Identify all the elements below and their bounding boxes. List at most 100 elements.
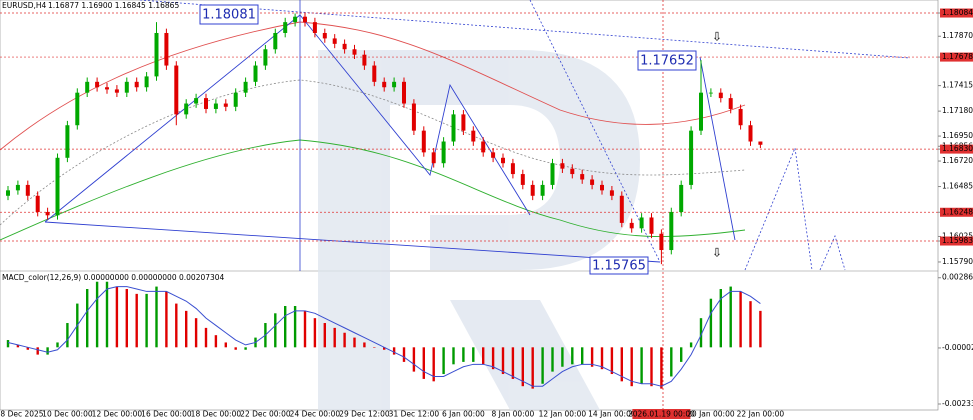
histogram-bar	[363, 342, 366, 348]
histogram-bar	[145, 293, 148, 348]
level-label-bg	[940, 236, 973, 246]
candle-body	[580, 174, 585, 180]
histogram-bar	[432, 347, 435, 382]
histogram-bar	[680, 347, 683, 362]
candle-body	[501, 157, 505, 164]
y-tick-label: 1.16830	[942, 144, 973, 153]
candle-body	[273, 32, 278, 50]
candle-body	[85, 81, 90, 93]
histogram-bar	[729, 286, 732, 348]
level-label-bg	[940, 52, 973, 62]
candle-body	[303, 16, 307, 23]
candle-body	[253, 65, 258, 82]
histogram-bar	[620, 347, 623, 382]
histogram-bar	[26, 347, 29, 350]
candle-body	[491, 152, 496, 158]
candle-body	[174, 65, 179, 115]
candle-body	[728, 98, 733, 109]
y-tick-label: -0.000026	[942, 343, 973, 352]
candle-body	[283, 22, 288, 33]
annotation-label: 1.18081	[202, 8, 256, 23]
histogram-bar	[86, 289, 89, 348]
level-label-bg	[940, 144, 973, 154]
candle-body	[619, 195, 624, 223]
candle-body	[689, 130, 694, 185]
histogram-bar	[95, 281, 99, 348]
histogram-bar	[274, 313, 277, 348]
x-tick-label: 22 Jan 00:00	[737, 410, 785, 419]
candle-body	[758, 141, 763, 145]
x-tick-label: 8 Jan 00:00	[492, 410, 535, 419]
histogram-bar	[284, 306, 287, 348]
candle-body	[114, 89, 119, 93]
histogram-bar	[373, 347, 376, 348]
candle-body	[560, 163, 565, 169]
histogram-bar	[491, 347, 495, 370]
histogram-bar	[204, 327, 208, 348]
candle-body	[105, 87, 109, 90]
x-tick-label: 14 Jan 00:00	[588, 410, 636, 419]
moving-average-gray	[0, 79, 746, 226]
trend-lines	[44, 14, 736, 263]
x-tick-label: 22 Dec 00:00	[240, 410, 291, 419]
candle-body	[540, 184, 545, 196]
level-label-bg	[940, 8, 973, 18]
x-tick-label: 2026.01.19 00:00	[628, 410, 695, 419]
candle-body	[204, 98, 208, 109]
chart-title: EURUSD,H4	[2, 1, 46, 10]
y-tick-label: 1.17180	[942, 106, 973, 115]
histogram-bar	[511, 347, 515, 379]
histogram-bar	[234, 347, 237, 350]
x-label-highlight	[632, 409, 691, 419]
candle-body	[332, 38, 337, 44]
candle-body	[402, 81, 406, 104]
candle-body	[55, 157, 60, 216]
histogram-bar	[670, 347, 673, 377]
histogram-bar	[165, 291, 168, 348]
histogram-bar	[105, 281, 109, 348]
candle-body	[609, 190, 614, 196]
histogram-bar	[689, 342, 693, 348]
x-tick-label: 20 Jan 00:00	[687, 410, 735, 419]
candle-body	[530, 184, 535, 196]
candle-body	[194, 98, 199, 104]
histogram-bar	[541, 347, 544, 384]
y-tick-label: 0.0028638	[942, 273, 973, 282]
candle-body	[65, 125, 70, 158]
histogram-bar	[581, 347, 584, 365]
candle-body	[590, 179, 595, 185]
candle-body	[312, 22, 317, 33]
candle-body	[411, 103, 416, 131]
x-tick-label: 16 Dec 00:00	[141, 410, 192, 419]
histogram-bar	[462, 347, 465, 362]
histogram-bar	[571, 347, 574, 365]
candle-body	[669, 212, 674, 251]
x-tick-label: 31 Dec 12:00	[389, 410, 440, 419]
candle-body	[233, 92, 238, 107]
histogram-bar	[402, 347, 406, 362]
candle-body	[6, 190, 10, 196]
candle-body	[699, 92, 703, 131]
candle-body	[223, 103, 228, 107]
histogram-bar	[610, 347, 614, 375]
candle-body	[15, 184, 20, 191]
candle-body	[550, 163, 555, 185]
candle-body	[154, 32, 159, 77]
candle-body	[293, 16, 298, 23]
candle-body	[441, 141, 446, 164]
x-tick-label: 24 Dec 00:00	[290, 410, 341, 419]
histogram-bar	[719, 289, 722, 348]
candle-body	[520, 174, 525, 185]
histogram-bar	[303, 310, 307, 348]
candle-body	[649, 217, 654, 234]
x-tick-label: 10 Dec 00:00	[42, 410, 93, 419]
histogram-bar	[224, 342, 227, 348]
histogram-bar	[353, 337, 356, 348]
histogram-bar	[412, 347, 416, 372]
arrow-down: ⇩	[712, 30, 722, 44]
candle-body	[75, 92, 80, 126]
candle-body	[45, 212, 50, 216]
y-tick-label: 1.16025	[942, 231, 973, 240]
histogram-bar	[640, 347, 643, 384]
y-tick-label: 1.16950	[942, 131, 973, 140]
